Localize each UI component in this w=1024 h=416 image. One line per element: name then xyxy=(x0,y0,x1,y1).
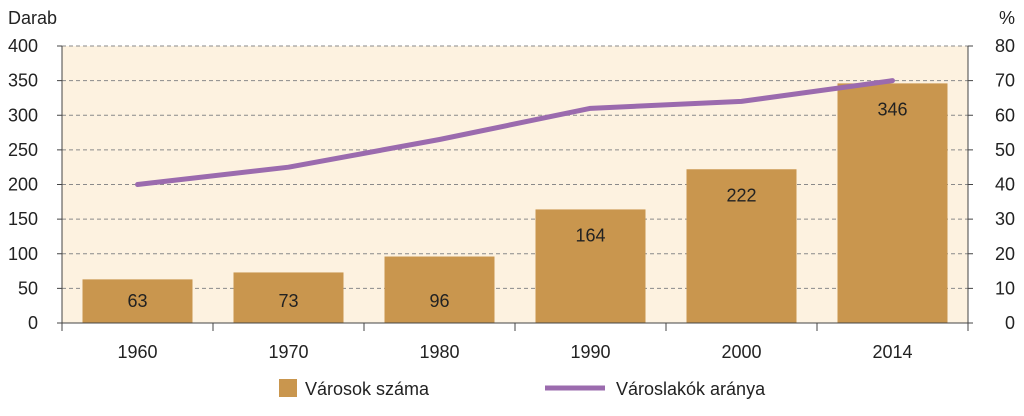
left-tick-label: 100 xyxy=(8,244,38,264)
right-axis-label: % xyxy=(999,8,1015,28)
x-tick-label: 1960 xyxy=(117,342,157,362)
right-tick-label: 10 xyxy=(995,278,1015,298)
left-axis-label: Darab xyxy=(8,8,57,28)
series-line-varoslakok-aranya xyxy=(135,78,895,187)
bar xyxy=(837,83,948,324)
bar-data-label: 73 xyxy=(278,291,298,311)
x-tick-label: 2000 xyxy=(721,342,761,362)
bar-data-label: 346 xyxy=(877,99,907,119)
bar xyxy=(384,256,495,323)
left-axis-ticks: 0 50 100 150 200 250 300 350 400 xyxy=(8,36,62,333)
bar xyxy=(233,272,344,323)
x-tick-label: 1990 xyxy=(570,342,610,362)
bar-data-label: 164 xyxy=(575,225,605,245)
x-tick-label: 1980 xyxy=(419,342,459,362)
left-tick-label: 200 xyxy=(8,175,38,195)
legend-swatch-varosok-szama xyxy=(279,379,297,397)
grid-lines xyxy=(62,45,968,289)
right-tick-label: 70 xyxy=(995,71,1015,91)
bars xyxy=(82,83,948,324)
bar xyxy=(82,279,193,323)
x-axis-ticks: 1960 1970 1980 1990 2000 2014 xyxy=(117,342,912,362)
right-tick-label: 30 xyxy=(995,209,1015,229)
bar-data-labels: 63 73 96 164 222 346 xyxy=(127,99,907,311)
right-tick-label: 40 xyxy=(995,175,1015,195)
bar xyxy=(686,169,797,323)
right-axis-ticks: 0 10 20 30 40 50 60 70 80 xyxy=(968,36,1015,333)
left-tick-label: 400 xyxy=(8,36,38,56)
x-tick-label: 1970 xyxy=(268,342,308,362)
left-tick-label: 50 xyxy=(18,278,38,298)
x-tick-label: 2014 xyxy=(872,342,912,362)
legend: Városok száma Városlakók aránya xyxy=(279,379,766,399)
bar-data-label: 222 xyxy=(726,185,756,205)
legend-label-varoslakok-aranya: Városlakók aránya xyxy=(616,379,766,399)
left-tick-label: 0 xyxy=(28,313,38,333)
legend-label-varosok-szama: Városok száma xyxy=(305,379,430,399)
right-tick-label: 0 xyxy=(1005,313,1015,333)
right-tick-label: 50 xyxy=(995,140,1015,160)
left-tick-label: 250 xyxy=(8,140,38,160)
bar xyxy=(535,209,646,323)
right-tick-label: 60 xyxy=(995,105,1015,125)
left-tick-label: 300 xyxy=(8,105,38,125)
bar-data-label: 96 xyxy=(429,291,449,311)
left-tick-label: 350 xyxy=(8,71,38,91)
right-tick-label: 20 xyxy=(995,244,1015,264)
right-tick-label: 80 xyxy=(995,36,1015,56)
bar-data-label: 63 xyxy=(127,291,147,311)
left-tick-label: 150 xyxy=(8,209,38,229)
